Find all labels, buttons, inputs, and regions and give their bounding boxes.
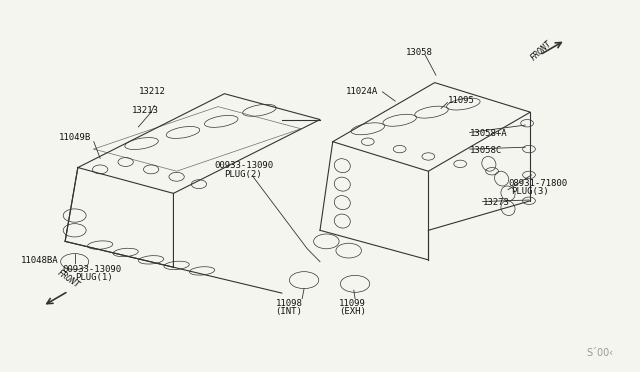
Text: 11095: 11095: [447, 96, 474, 105]
Text: 11098: 11098: [275, 299, 302, 308]
Text: (EXH): (EXH): [339, 308, 366, 317]
Text: 13058: 13058: [406, 48, 433, 57]
Text: 00933-13090: 00933-13090: [62, 264, 121, 274]
Text: FRONT: FRONT: [529, 39, 554, 62]
Text: 13213: 13213: [132, 106, 159, 115]
Text: 13273: 13273: [483, 198, 509, 207]
Text: (INT): (INT): [275, 308, 302, 317]
Text: 11099: 11099: [339, 299, 366, 308]
Text: PLUG(1): PLUG(1): [75, 273, 112, 282]
Text: 13058+A: 13058+A: [470, 129, 508, 138]
Text: 08931-71800: 08931-71800: [508, 179, 567, 188]
Text: 11049B: 11049B: [59, 133, 91, 142]
Text: 00933-13090: 00933-13090: [215, 161, 274, 170]
Text: 13058C: 13058C: [470, 146, 502, 155]
Text: S´00‹: S´00‹: [586, 348, 613, 358]
Text: 13212: 13212: [138, 87, 165, 96]
Text: FRONT: FRONT: [56, 268, 81, 289]
Text: PLUG(2): PLUG(2): [225, 170, 262, 179]
Text: 11048BA: 11048BA: [20, 256, 58, 265]
Text: PLUG(3): PLUG(3): [511, 187, 548, 196]
Text: 11024A: 11024A: [346, 87, 378, 96]
